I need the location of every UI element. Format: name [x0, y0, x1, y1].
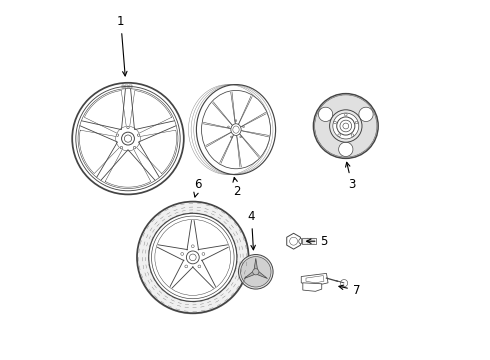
Circle shape [228, 126, 229, 128]
Circle shape [253, 269, 259, 275]
Circle shape [122, 132, 134, 145]
Polygon shape [303, 283, 322, 291]
Circle shape [181, 253, 184, 255]
Circle shape [192, 245, 194, 248]
Circle shape [243, 126, 245, 128]
Circle shape [341, 279, 348, 287]
Circle shape [137, 202, 248, 313]
Circle shape [230, 136, 232, 138]
Circle shape [120, 147, 122, 149]
Circle shape [330, 110, 362, 142]
Circle shape [186, 251, 199, 264]
Text: 1: 1 [117, 15, 127, 76]
Text: 7: 7 [339, 284, 360, 297]
Circle shape [198, 265, 201, 268]
Text: 2: 2 [233, 177, 241, 198]
Bar [129, 85, 132, 87]
Circle shape [202, 253, 205, 255]
Circle shape [355, 121, 358, 124]
Bar [125, 85, 128, 87]
Circle shape [241, 257, 271, 287]
Polygon shape [255, 270, 268, 279]
Wedge shape [339, 142, 353, 157]
Circle shape [239, 255, 273, 289]
Polygon shape [301, 273, 328, 286]
Text: 3: 3 [345, 162, 356, 191]
Circle shape [333, 113, 359, 139]
Circle shape [240, 136, 242, 138]
Circle shape [338, 134, 341, 136]
Polygon shape [287, 233, 300, 249]
Bar [122, 85, 124, 87]
Circle shape [127, 126, 129, 129]
Circle shape [149, 213, 237, 301]
Circle shape [116, 134, 119, 136]
Ellipse shape [201, 90, 270, 169]
Wedge shape [359, 107, 373, 121]
Text: 4: 4 [248, 210, 255, 250]
Circle shape [133, 147, 136, 149]
Wedge shape [318, 107, 333, 121]
Circle shape [235, 120, 237, 121]
Polygon shape [244, 270, 257, 279]
Circle shape [351, 134, 354, 136]
Circle shape [137, 134, 140, 136]
Circle shape [344, 113, 347, 116]
Wedge shape [299, 238, 301, 244]
Text: 5: 5 [307, 235, 328, 248]
Circle shape [315, 95, 377, 157]
Polygon shape [254, 258, 258, 272]
Ellipse shape [231, 124, 241, 135]
Text: 6: 6 [194, 178, 202, 197]
Circle shape [314, 94, 378, 158]
Circle shape [185, 265, 188, 268]
Bar [301, 238, 316, 244]
Circle shape [334, 121, 336, 124]
